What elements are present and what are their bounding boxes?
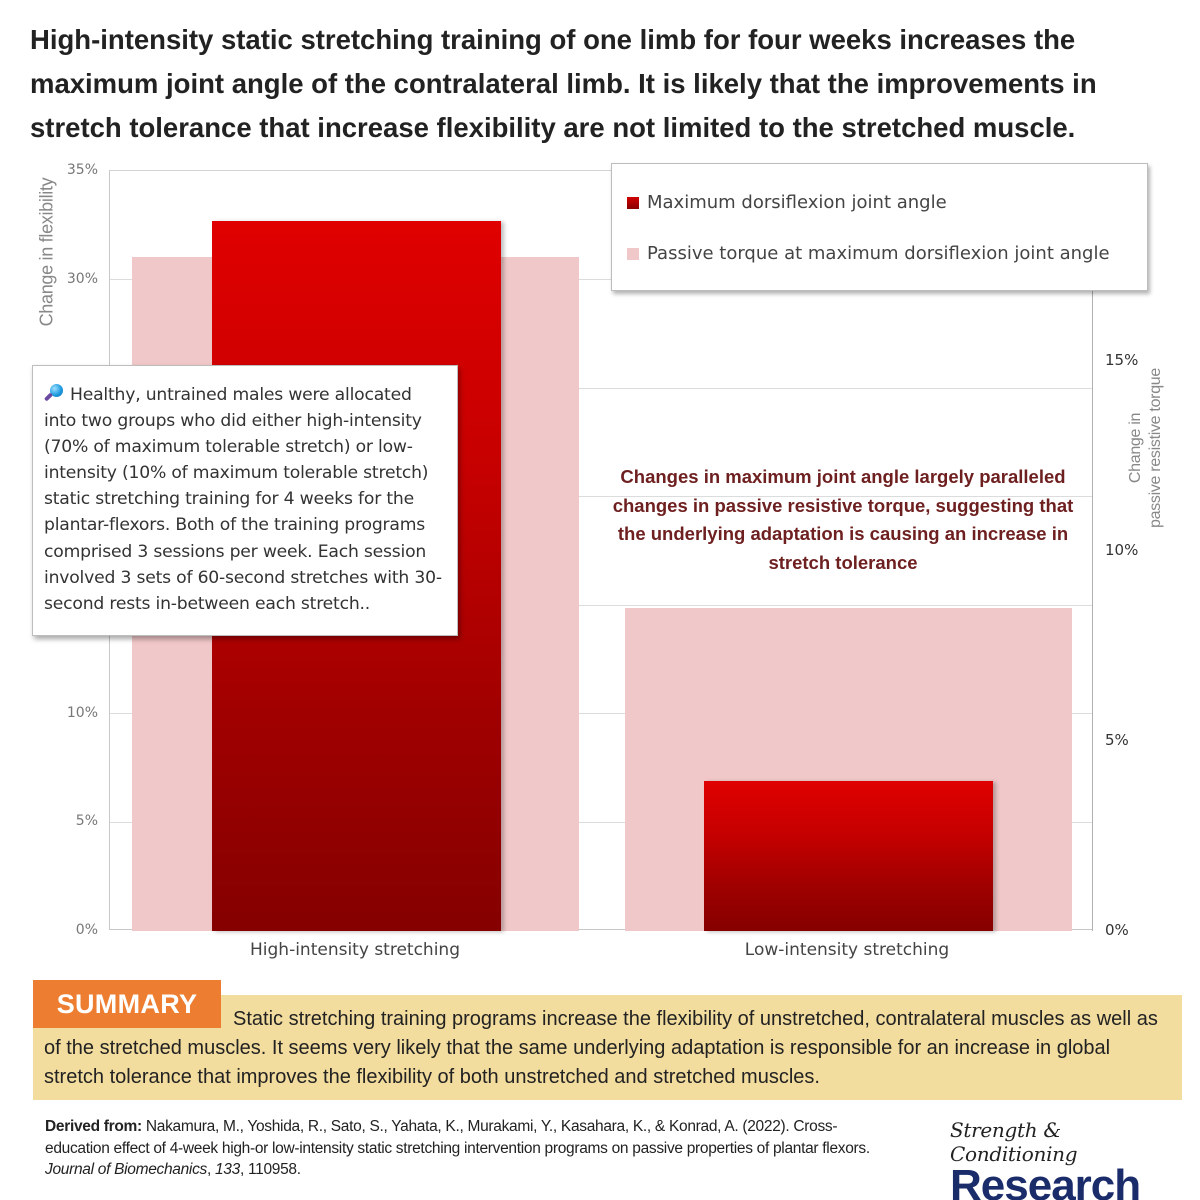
y-tick-left: 5%: [75, 813, 98, 829]
y-tick-left: 0%: [75, 922, 98, 938]
citation-pages: , 110958.: [239, 1161, 301, 1178]
legend-label: Passive torque at maximum dorsiflexion j…: [647, 243, 1110, 264]
magnifier-icon: [43, 384, 64, 402]
gridline: [110, 822, 1092, 823]
chart-legend: Maximum dorsiflexion joint angle Passive…: [611, 163, 1148, 291]
citation-authors: Nakamura, M., Yoshida, R., Sato, S., Yah…: [45, 1118, 870, 1157]
legend-item-passive-torque: Passive torque at maximum dorsiflexion j…: [627, 243, 1110, 264]
y-tick-left: 35%: [66, 162, 98, 178]
logo-script-text: Strength & Conditioning: [950, 1118, 1078, 1166]
y-axis-right-label-line1: Change in: [1127, 412, 1144, 484]
methods-infobox: Healthy, untrained males were allocated …: [32, 365, 458, 636]
y-tick-left: 10%: [66, 705, 98, 721]
gridline: [110, 388, 1092, 389]
right-axis-line: [1092, 170, 1093, 931]
y-tick-left: 30%: [66, 271, 98, 287]
citation-separator: ,: [206, 1161, 215, 1178]
y-tick-right: 5%: [1105, 731, 1129, 749]
gridline: [110, 279, 1092, 280]
bar-joint-angle-low: [704, 781, 993, 931]
y-tick-right: 10%: [1105, 541, 1139, 559]
summary-text: Static stretching training programs incr…: [44, 1008, 1158, 1088]
brand-logo: Strength & Conditioning Research: [950, 1118, 1190, 1200]
logo-main-text: Research: [950, 1161, 1141, 1200]
chart-annotation: Changes in maximum joint angle largely p…: [612, 466, 1074, 573]
x-label-high-intensity: High-intensity stretching: [250, 940, 460, 960]
summary-tag: SUMMARY: [33, 980, 221, 1028]
citation: Derived from: Nakamura, M., Yoshida, R.,…: [45, 1116, 895, 1181]
y-tick-right: 0%: [1105, 921, 1129, 939]
gridline: [110, 496, 1092, 497]
y-tick-right: 15%: [1105, 351, 1139, 369]
headline: High-intensity static stretching trainin…: [30, 24, 1097, 143]
legend-swatch-pink: [627, 247, 639, 260]
citation-journal: Journal of Biomechanics: [45, 1161, 207, 1178]
gridline: [110, 713, 1092, 714]
y-axis-right-label: Change in passive resistive torque: [1126, 368, 1166, 528]
citation-volume: 133: [214, 1161, 240, 1178]
summary-box: [33, 995, 1182, 1100]
legend-label: Maximum dorsiflexion joint angle: [647, 192, 947, 213]
y-axis-right-label-line2: passive resistive torque: [1147, 368, 1164, 528]
x-label-low-intensity: Low-intensity stretching: [744, 940, 950, 960]
methods-text: Healthy, untrained males were allocated …: [44, 385, 442, 614]
citation-label: Derived from:: [45, 1118, 142, 1135]
legend-swatch-red: [627, 196, 639, 209]
y-axis-left-label: Change in flexibility: [36, 177, 57, 327]
legend-item-joint-angle: Maximum dorsiflexion joint angle: [627, 192, 947, 213]
gridline: [110, 605, 1092, 606]
